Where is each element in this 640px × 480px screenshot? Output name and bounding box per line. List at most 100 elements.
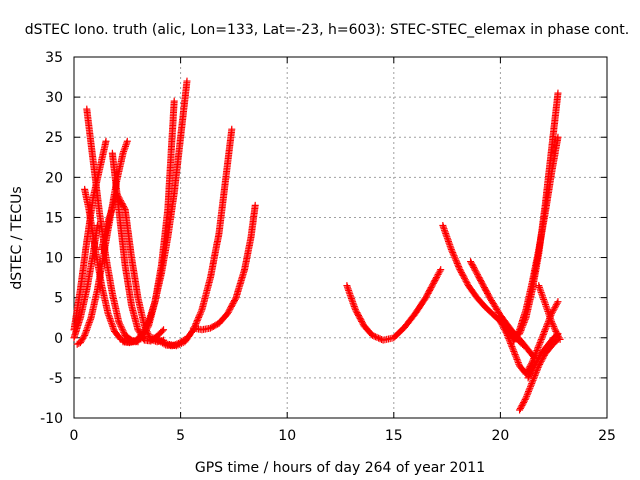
data-trace (81, 315, 94, 338)
data-trace (83, 107, 97, 164)
data-trace (549, 337, 561, 348)
data-point (251, 201, 259, 209)
data-series (189, 201, 259, 334)
data-trace (433, 267, 444, 280)
data-trace (139, 323, 152, 340)
data-point (93, 221, 101, 229)
data-trace (77, 239, 91, 292)
data-trace (170, 135, 184, 196)
data-trace (523, 359, 536, 376)
data-point (432, 274, 440, 282)
data-trace (198, 275, 214, 312)
data-trace (128, 255, 142, 300)
data-point (522, 394, 530, 402)
data-trace (476, 275, 493, 300)
data-trace (247, 203, 259, 240)
data-trace (112, 329, 124, 342)
data-series (516, 335, 562, 414)
y-tick-label: 5 (54, 291, 63, 307)
data-trace (77, 287, 90, 320)
data-trace (523, 380, 536, 400)
data-trace (412, 295, 429, 316)
data-point (102, 137, 110, 145)
data-trace (548, 135, 562, 176)
data-trace (128, 303, 141, 332)
data-trace (151, 263, 165, 304)
data-trace (208, 320, 222, 331)
data-point (552, 327, 560, 335)
data-trace (465, 283, 480, 300)
data-point (368, 331, 376, 339)
data-point (554, 89, 562, 97)
data-trace (154, 327, 166, 339)
data-point (170, 97, 178, 105)
x-tick-label: 5 (176, 428, 185, 444)
data-trace (177, 79, 191, 140)
data-point (541, 326, 549, 334)
data-point (509, 346, 517, 354)
data-trace (483, 304, 497, 318)
data-trace (529, 364, 542, 384)
data-trace (83, 251, 97, 292)
data-point (343, 282, 351, 290)
axis-ticks: 0 5 10 15 20 25 -10 -5 0 5 10 15 20 25 30 35 (40, 50, 616, 444)
data-trace (535, 327, 548, 348)
data-trace (548, 299, 561, 316)
data-trace (133, 335, 145, 345)
data-trace (519, 339, 531, 352)
data-trace (157, 337, 170, 347)
data-trace (542, 343, 554, 356)
y-tick-label: 30 (45, 90, 63, 106)
data-point (535, 342, 543, 350)
data-trace (98, 219, 112, 252)
data-trace (529, 343, 542, 364)
data-trace (92, 247, 105, 288)
y-tick-label: 10 (45, 251, 63, 267)
data-trace (531, 351, 544, 368)
x-tick-label: 25 (598, 428, 616, 444)
data-point (554, 133, 562, 141)
data-series (509, 133, 562, 346)
y-tick-label: 35 (45, 50, 63, 66)
y-tick-label: 20 (45, 170, 63, 186)
chart-title: dSTEC Iono. truth (alic, Lon=133, Lat=-2… (25, 22, 629, 38)
data-trace (553, 329, 563, 342)
data-point (138, 334, 146, 342)
x-tick-label: 10 (278, 428, 296, 444)
data-point (516, 406, 524, 414)
data-trace (96, 139, 110, 172)
data-point (496, 318, 504, 326)
data-trace (439, 223, 455, 252)
data-trace (120, 139, 131, 155)
y-axis-title: dSTEC / TECUs (9, 186, 25, 289)
data-trace (121, 207, 135, 260)
grid-lines (74, 57, 607, 418)
data-trace (116, 319, 128, 338)
data-point (172, 342, 180, 350)
data-series (70, 221, 101, 342)
data-point (548, 318, 556, 326)
data-trace (222, 127, 236, 184)
data-trace (525, 363, 538, 380)
data-trace (105, 311, 118, 334)
data-trace (535, 211, 549, 252)
data-trace (497, 313, 514, 332)
data-trace (174, 339, 187, 349)
data-point (123, 137, 131, 145)
x-tick-label: 20 (491, 428, 509, 444)
data-point (183, 77, 191, 85)
data-point (228, 125, 236, 133)
data-trace (548, 91, 562, 152)
data-trace (457, 267, 472, 288)
data-trace (109, 291, 122, 324)
data-trace (516, 307, 529, 332)
data-trace (145, 299, 159, 328)
data-point (160, 326, 168, 334)
data-point (155, 336, 163, 344)
data-trace (158, 207, 172, 268)
data-point (437, 266, 445, 274)
data-trace (352, 307, 367, 328)
data-trace (87, 287, 101, 320)
x-tick-label: 0 (70, 428, 79, 444)
data-series (125, 97, 178, 346)
